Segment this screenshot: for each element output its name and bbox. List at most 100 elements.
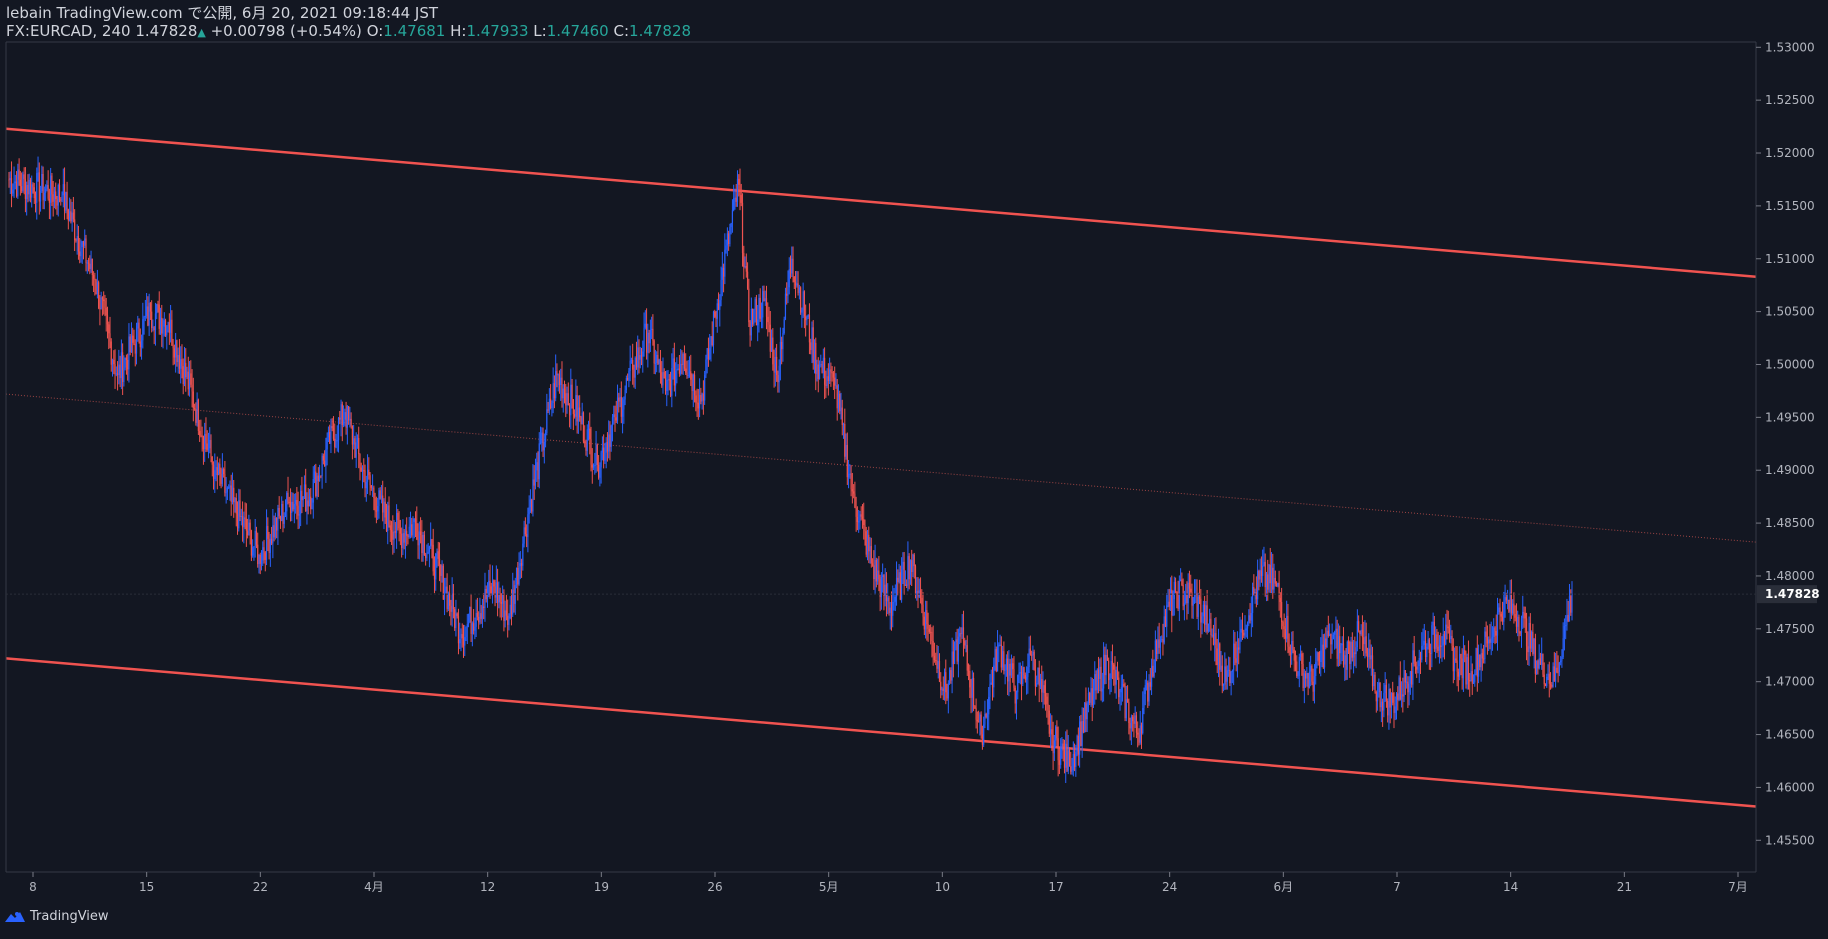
candle-body xyxy=(1557,672,1559,674)
candle-body xyxy=(1220,665,1222,670)
candle-body xyxy=(318,475,321,481)
candle-body xyxy=(151,311,153,329)
candle-body xyxy=(1451,635,1453,647)
candle-body xyxy=(17,169,19,197)
candle-body xyxy=(879,579,881,598)
candle-body xyxy=(283,516,285,524)
candle-body xyxy=(1399,677,1401,700)
candle-body xyxy=(271,538,273,544)
candle-body xyxy=(1403,670,1405,697)
candle-body xyxy=(818,364,821,380)
candle-body xyxy=(217,463,220,476)
candle-body xyxy=(298,514,300,516)
candle-body xyxy=(470,606,472,634)
price-change: +0.00798 (+0.54%) xyxy=(210,22,362,40)
candle-body xyxy=(1270,567,1273,584)
candle-body xyxy=(1513,603,1515,615)
y-tick-label: 1.48000 xyxy=(1765,569,1815,583)
candle-body xyxy=(781,341,783,350)
candle-body xyxy=(831,372,833,374)
candle-body xyxy=(1042,685,1044,693)
candle-body xyxy=(1254,591,1256,595)
candle-body xyxy=(469,606,471,623)
candle-body xyxy=(1340,645,1342,654)
candle-body xyxy=(312,479,314,503)
candle-body xyxy=(1548,673,1550,684)
candle-body xyxy=(1536,660,1538,674)
candle-body xyxy=(154,313,157,331)
candle-body xyxy=(231,487,234,502)
candle-body xyxy=(289,501,292,514)
candle-body xyxy=(250,530,253,556)
candle-body xyxy=(954,642,956,664)
candle-body xyxy=(651,328,653,330)
candle-body xyxy=(53,191,56,202)
channel-midline xyxy=(5,393,1757,543)
candle-body xyxy=(1364,636,1366,645)
candle-body xyxy=(967,670,970,672)
candle-body xyxy=(1347,641,1350,643)
candle-body xyxy=(446,586,448,609)
candle-body xyxy=(1106,654,1108,661)
candle-body xyxy=(1241,628,1244,633)
x-tick-label: 4月 xyxy=(364,880,384,894)
candle-body xyxy=(279,516,282,521)
brand-footer[interactable]: TradingView xyxy=(4,909,109,924)
candle-body xyxy=(936,660,938,669)
candle-body xyxy=(77,236,80,252)
candle-body xyxy=(1210,618,1212,636)
candle-body xyxy=(296,499,298,506)
candle-body xyxy=(715,316,717,319)
candle-body xyxy=(118,364,120,376)
candle-body xyxy=(890,607,893,616)
candle-body xyxy=(161,317,163,334)
candle-body xyxy=(373,487,375,498)
candle-body xyxy=(520,563,523,566)
candle-body xyxy=(1012,663,1014,670)
candle-body xyxy=(515,567,518,586)
candle-body xyxy=(994,649,996,666)
candle-body xyxy=(110,341,112,365)
candle-body xyxy=(1404,670,1406,683)
candle-body xyxy=(419,531,422,536)
high-value: 1.47933 xyxy=(466,22,529,40)
candle-body xyxy=(325,449,327,467)
candle-body xyxy=(1411,671,1413,685)
candle-body xyxy=(1081,720,1083,746)
candle-body xyxy=(56,199,58,206)
candle-body xyxy=(15,181,18,197)
candle-body xyxy=(1400,694,1403,700)
candle-body xyxy=(1201,616,1203,623)
candle-body xyxy=(800,287,802,313)
candle-body xyxy=(1414,663,1417,667)
candle-body xyxy=(615,417,617,421)
candle-body xyxy=(928,628,930,632)
candle-body xyxy=(526,534,528,538)
candle-body xyxy=(758,297,760,320)
candle-body xyxy=(976,719,978,722)
candle-body xyxy=(933,655,936,661)
candle-body xyxy=(547,409,549,411)
candle-body xyxy=(441,565,443,576)
candle-body xyxy=(1277,582,1279,587)
candle-body xyxy=(932,640,934,656)
candle-body xyxy=(1118,677,1120,698)
candle-body xyxy=(776,356,778,376)
candle-body xyxy=(1049,729,1052,734)
candle-body xyxy=(182,366,184,385)
candle-body xyxy=(565,393,567,406)
candle-body xyxy=(1137,732,1139,735)
candle-body xyxy=(133,342,135,345)
candle-body xyxy=(662,372,664,386)
candle-body xyxy=(1147,682,1149,702)
candle-body xyxy=(428,546,431,552)
candle-body xyxy=(523,527,525,544)
candle-body xyxy=(640,355,643,357)
candle-body xyxy=(738,178,740,185)
candle-body xyxy=(407,535,409,538)
candle-body xyxy=(195,409,197,423)
x-tick-label: 21 xyxy=(1617,880,1632,894)
candle-body xyxy=(1409,671,1411,684)
candle-body xyxy=(1020,672,1023,684)
